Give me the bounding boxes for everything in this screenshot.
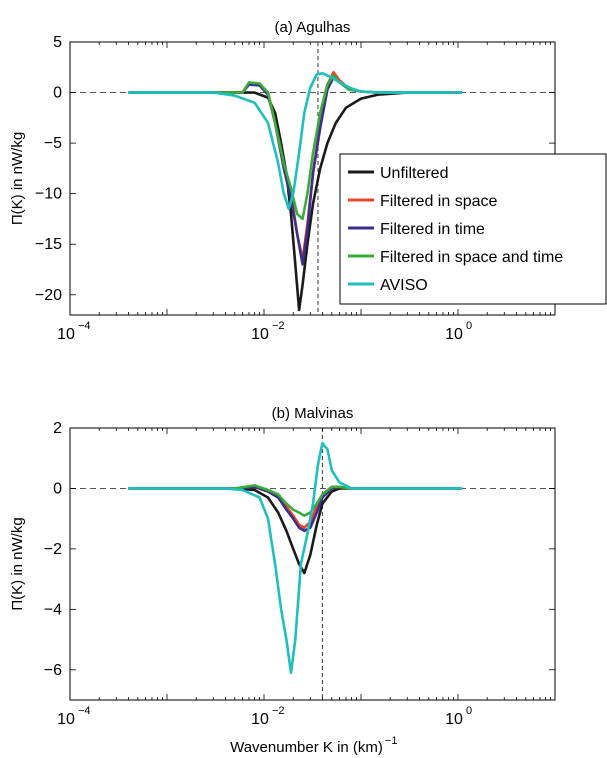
- y-axis-label: Π(K) in nW/kg: [9, 517, 26, 610]
- series-line-aviso: [128, 72, 462, 211]
- legend: Unfiltered Filtered in space Filtered in t…: [339, 153, 607, 305]
- x-tick-label: 10: [445, 711, 463, 728]
- y-axis-label: Π(K) in nW/kg: [9, 132, 26, 225]
- y-tick-label: 0: [53, 85, 62, 102]
- y-tick-label: 2: [53, 420, 62, 437]
- y-tick-label: −15: [35, 236, 62, 253]
- series-line-aviso: [128, 441, 462, 675]
- legend-entry: AVISO: [380, 277, 428, 294]
- y-tick-label: −2: [44, 541, 62, 558]
- panel-agulhas: 10 −4 10 −2 10 050−5−10−15−20(a) AgulhasΠ(K) …: [9, 19, 607, 343]
- x-tick-label: 10: [251, 711, 269, 728]
- x-tick-label: 10: [57, 326, 75, 343]
- y-tick-label: 5: [53, 34, 62, 51]
- series-line-unfiltered: [128, 487, 462, 575]
- legend-entry: Filtered in space: [380, 193, 497, 210]
- legend-entry: Filtered in space and time: [380, 249, 563, 266]
- legend-entry: Filtered in time: [380, 221, 485, 238]
- y-tick-label: 0: [53, 480, 62, 497]
- x-tick-exponent: −2: [272, 320, 285, 332]
- y-tick-label: −4: [44, 601, 62, 618]
- y-tick-label: −10: [35, 186, 62, 203]
- series-group: [128, 441, 462, 675]
- y-tick-label: −20: [35, 287, 62, 304]
- x-tick-exponent: 0: [466, 320, 472, 332]
- series-line-filtered-in-space-and-time: [128, 484, 462, 517]
- legend-entry: Unfiltered: [380, 165, 448, 182]
- x-tick-label: 10: [251, 326, 269, 343]
- chart-title: (b) Malvinas: [272, 405, 354, 422]
- plot-frame: [69, 427, 556, 701]
- x-tick-label: 10: [57, 711, 75, 728]
- x-tick-exponent: −2: [272, 705, 285, 717]
- chart-title: (a) Agulhas: [275, 19, 351, 36]
- x-tick-exponent: −4: [78, 320, 91, 332]
- x-axis-label-exponent: −1: [385, 735, 398, 747]
- x-axis-label: Wavenumber K in (km): [230, 739, 383, 756]
- y-tick-label: −5: [44, 135, 62, 152]
- series-group: [128, 71, 462, 312]
- legend-box: [339, 153, 607, 305]
- x-tick-label: 10: [445, 326, 463, 343]
- series-line-filtered-in-time: [128, 485, 462, 533]
- x-tick-exponent: −4: [78, 705, 91, 717]
- y-tick-label: −6: [44, 662, 62, 679]
- x-tick-exponent: 0: [466, 705, 472, 717]
